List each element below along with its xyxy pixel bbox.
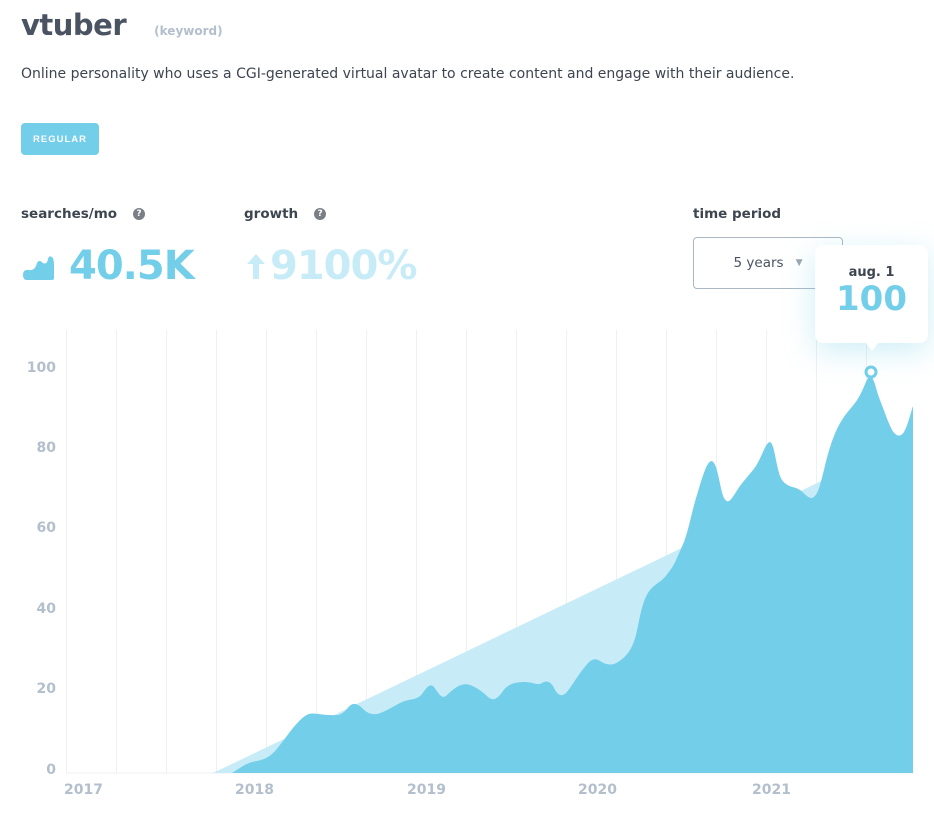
arrow-up-icon	[247, 254, 265, 279]
y-tick: 0	[46, 762, 56, 778]
sparkline-icon	[23, 256, 54, 280]
chart-plot	[66, 330, 914, 774]
time-period-label: time period	[693, 206, 782, 222]
title-row: vtuber (keyword)	[21, 8, 223, 42]
y-tick: 60	[36, 520, 56, 536]
keyword-tag: (keyword)	[154, 24, 223, 38]
searches-label-text: searches/mo	[21, 206, 118, 222]
chevron-down-icon: ▼	[795, 258, 803, 268]
page-title: vtuber	[21, 8, 127, 42]
chart-tooltip: aug. 1 100	[815, 245, 928, 351]
growth-number: 9100%	[270, 243, 417, 289]
searches-value: 40.5K	[21, 243, 195, 289]
x-tick: 2019	[407, 782, 446, 798]
search-interest-area	[232, 375, 913, 773]
description: Online personality who uses a CGI-genera…	[21, 66, 795, 82]
x-tick: 2018	[235, 782, 274, 798]
y-tick: 20	[36, 681, 56, 697]
peak-marker[interactable]	[864, 365, 878, 379]
growth-value: 9100%	[244, 243, 417, 289]
x-tick: 2020	[578, 782, 617, 798]
tooltip-value: 100	[836, 279, 907, 319]
time-period-value: 5 years	[733, 255, 784, 271]
y-tick: 100	[26, 360, 56, 376]
growth-label: growth ?	[244, 206, 327, 222]
searches-number: 40.5K	[69, 243, 195, 289]
help-icon[interactable]: ?	[133, 208, 146, 220]
trend-chart[interactable]: 100 80 60 40 20 0 2017 2018 2019 2020 20…	[0, 330, 934, 836]
y-tick: 80	[36, 440, 56, 456]
searches-label: searches/mo ?	[21, 206, 146, 222]
help-icon[interactable]: ?	[314, 208, 327, 220]
x-tick: 2021	[752, 782, 791, 798]
growth-label-text: growth	[244, 206, 299, 222]
regular-badge[interactable]: REGULAR	[21, 123, 99, 155]
x-tick: 2017	[64, 782, 103, 798]
tooltip-date: aug. 1	[848, 265, 895, 280]
y-tick: 40	[36, 601, 56, 617]
